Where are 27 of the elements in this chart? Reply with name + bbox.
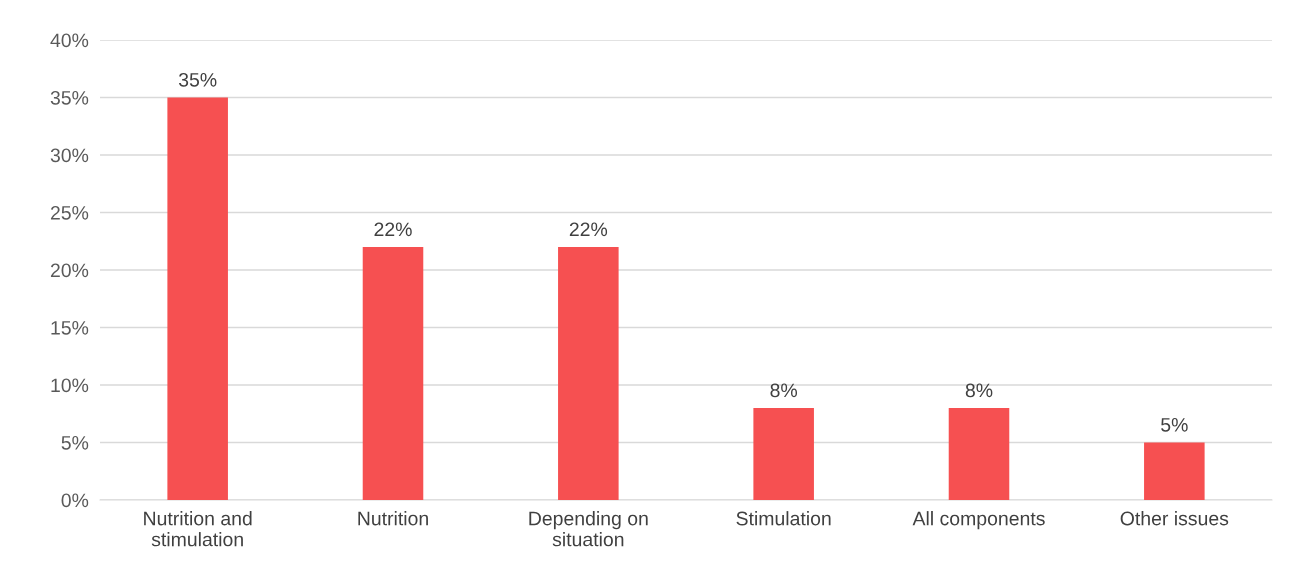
bar <box>167 97 228 500</box>
x-tick-label: Other issues <box>1120 511 1229 526</box>
bar <box>558 247 619 500</box>
data-label: 8% <box>965 383 993 398</box>
y-tick-label: 20% <box>50 263 89 278</box>
data-label: 35% <box>178 72 217 87</box>
x-tick-label: All components <box>912 511 1045 530</box>
y-tick-label: 10% <box>51 378 89 393</box>
data-label: 8% <box>770 383 798 398</box>
data-label: 22% <box>374 222 412 237</box>
bar <box>362 247 424 500</box>
y-tick-label: 5% <box>61 436 89 450</box>
x-tick-label: Nutrition and stimulation <box>144 511 252 547</box>
y-tick-label: 35% <box>50 90 89 105</box>
data-label: 22% <box>569 222 608 237</box>
y-tick-label: 40% <box>50 33 89 48</box>
bar <box>948 408 1010 500</box>
x-tick-label: Depending on situation <box>529 511 648 547</box>
y-tick-label: 25% <box>50 205 89 220</box>
y-tick-label: 30% <box>50 148 89 163</box>
x-tick-label: Nutrition <box>358 511 428 526</box>
bar <box>1144 442 1205 500</box>
x-tick-label: Stimulation <box>736 511 831 526</box>
bar <box>753 408 814 500</box>
y-tick-label: 0% <box>61 493 89 508</box>
y-tick-label: 15% <box>51 321 89 335</box>
data-label: 5% <box>1161 418 1188 432</box>
